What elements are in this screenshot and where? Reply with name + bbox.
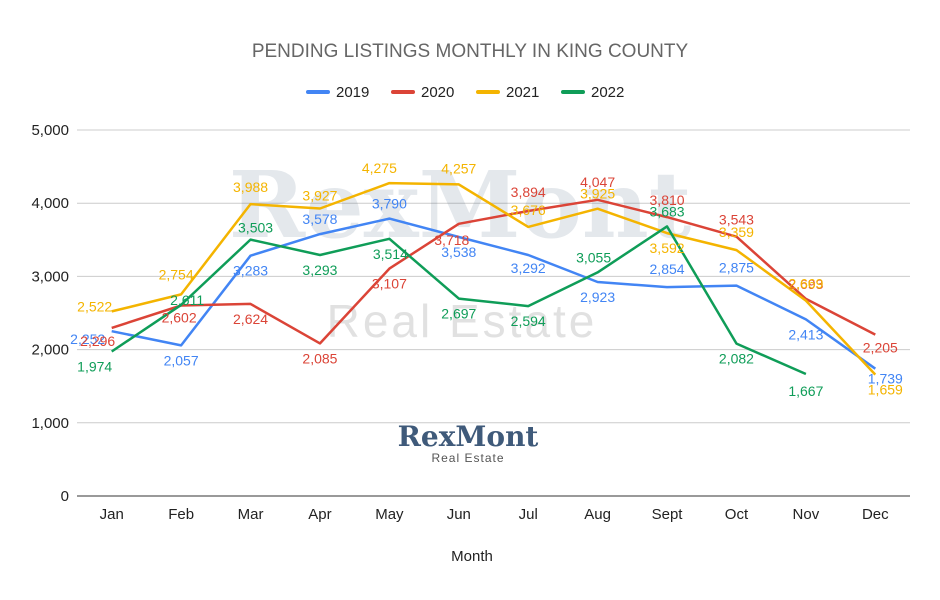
- data-label: 4,257: [441, 160, 476, 176]
- data-label: 2,602: [162, 310, 197, 326]
- data-label: 2,413: [788, 326, 823, 342]
- data-label: 3,107: [372, 276, 407, 292]
- data-label: 2,057: [164, 352, 199, 368]
- gridlines: [77, 129, 910, 497]
- data-label: 3,790: [372, 196, 407, 212]
- data-label: 1,974: [77, 359, 112, 375]
- y-tick-label: 2,000: [31, 342, 69, 359]
- data-label: 3,592: [650, 240, 685, 256]
- data-label: 2,854: [650, 261, 685, 277]
- data-label: 3,055: [576, 249, 611, 265]
- data-label: 2,875: [719, 260, 754, 276]
- data-label: 3,988: [233, 179, 268, 195]
- y-tick-label: 5,000: [31, 122, 69, 139]
- x-tick-label: Jun: [447, 506, 471, 523]
- x-axis-ticks: Jan Feb Mar Apr May Jun Jul Aug Sept Oct Nov Dec: [100, 506, 890, 523]
- data-label: 3,293: [302, 262, 337, 278]
- data-label: 3,683: [650, 203, 685, 219]
- data-label: 2,205: [863, 340, 898, 356]
- data-label: 3,578: [302, 211, 337, 227]
- data-label: 2,594: [511, 313, 546, 329]
- data-label: 2,697: [441, 306, 476, 322]
- series-lines: [111, 181, 877, 376]
- data-label: 2,522: [77, 298, 112, 314]
- data-label: 3,359: [719, 224, 754, 240]
- data-label: 2,252: [70, 331, 105, 347]
- x-tick-label: Jan: [100, 506, 124, 523]
- logo: RexMont Real Estate: [398, 420, 539, 465]
- y-tick-label: 3,000: [31, 268, 69, 285]
- chart-title: PENDING LISTINGS MONTHLY IN KING COUNTY: [252, 41, 689, 62]
- data-label: 3,538: [441, 244, 476, 260]
- data-label: 2,085: [302, 350, 337, 366]
- series-line-2020: [111, 198, 876, 345]
- data-label: 3,718: [434, 232, 469, 248]
- data-label: 3,283: [233, 263, 268, 279]
- data-label: 2,611: [170, 292, 204, 308]
- legend-label: 2020: [421, 84, 454, 101]
- series-line-2022: [111, 225, 807, 376]
- data-label: 3,503: [238, 220, 273, 236]
- y-tick-label: 4,000: [31, 195, 69, 212]
- x-tick-label: Jul: [519, 506, 538, 523]
- data-label: 4,275: [362, 160, 397, 176]
- x-tick-label: Oct: [725, 506, 749, 523]
- x-tick-label: Mar: [238, 506, 264, 523]
- x-tick-label: Nov: [793, 506, 820, 523]
- data-label: 3,292: [511, 260, 546, 276]
- data-label: 3,514: [373, 246, 408, 262]
- data-label: 3,925: [580, 186, 615, 202]
- data-labels: 2,252 2,057 3,283 3,578 3,790 3,538 3,292 2,923…: [70, 160, 903, 399]
- data-label: 3,543: [719, 212, 754, 228]
- legend-item: 2020: [391, 84, 454, 101]
- data-label: 1,739: [868, 371, 903, 387]
- series-line-2021: [111, 181, 877, 376]
- data-label: 2,296: [80, 333, 115, 349]
- data-label: 3,894: [511, 184, 546, 200]
- legend-item: 2022: [561, 84, 624, 101]
- x-tick-label: May: [375, 506, 404, 523]
- y-tick-label: 1,000: [31, 415, 69, 432]
- data-label: 4,047: [580, 174, 615, 190]
- data-label: 2,082: [719, 351, 754, 367]
- x-tick-label: Apr: [308, 506, 331, 523]
- legend-item: 2019: [306, 84, 369, 101]
- series-line-2019: [111, 217, 877, 370]
- data-label: 2,669: [788, 276, 823, 292]
- watermark-subtitle: Real Estate: [327, 295, 598, 347]
- y-tick-label: 0: [61, 488, 69, 505]
- x-tick-label: Feb: [168, 506, 194, 523]
- legend: 2019 2020 2021 2022: [306, 84, 624, 101]
- data-label: 3,927: [302, 188, 337, 204]
- data-label: 1,667: [788, 383, 823, 399]
- legend-item: 2021: [476, 84, 539, 101]
- data-label: 2,923: [580, 289, 615, 305]
- data-label: 2,624: [233, 311, 268, 327]
- x-tick-label: Dec: [862, 506, 889, 523]
- data-label: 3,676: [511, 202, 546, 218]
- data-label: 2,754: [159, 266, 194, 282]
- logo-subtitle: Real Estate: [431, 451, 504, 465]
- data-label: 2,693: [788, 276, 823, 292]
- legend-label: 2019: [336, 84, 369, 101]
- legend-label: 2022: [591, 84, 624, 101]
- x-axis-title: Month: [451, 548, 493, 565]
- data-label: 1,659: [868, 382, 903, 398]
- y-axis-ticks: 0 1,000 2,000 3,000 4,000 5,000: [31, 122, 69, 505]
- x-tick-label: Sept: [652, 506, 684, 523]
- logo-text: RexMont: [398, 420, 539, 453]
- legend-label: 2021: [506, 84, 539, 101]
- data-label: 3,810: [650, 192, 685, 208]
- x-tick-label: Aug: [584, 506, 611, 523]
